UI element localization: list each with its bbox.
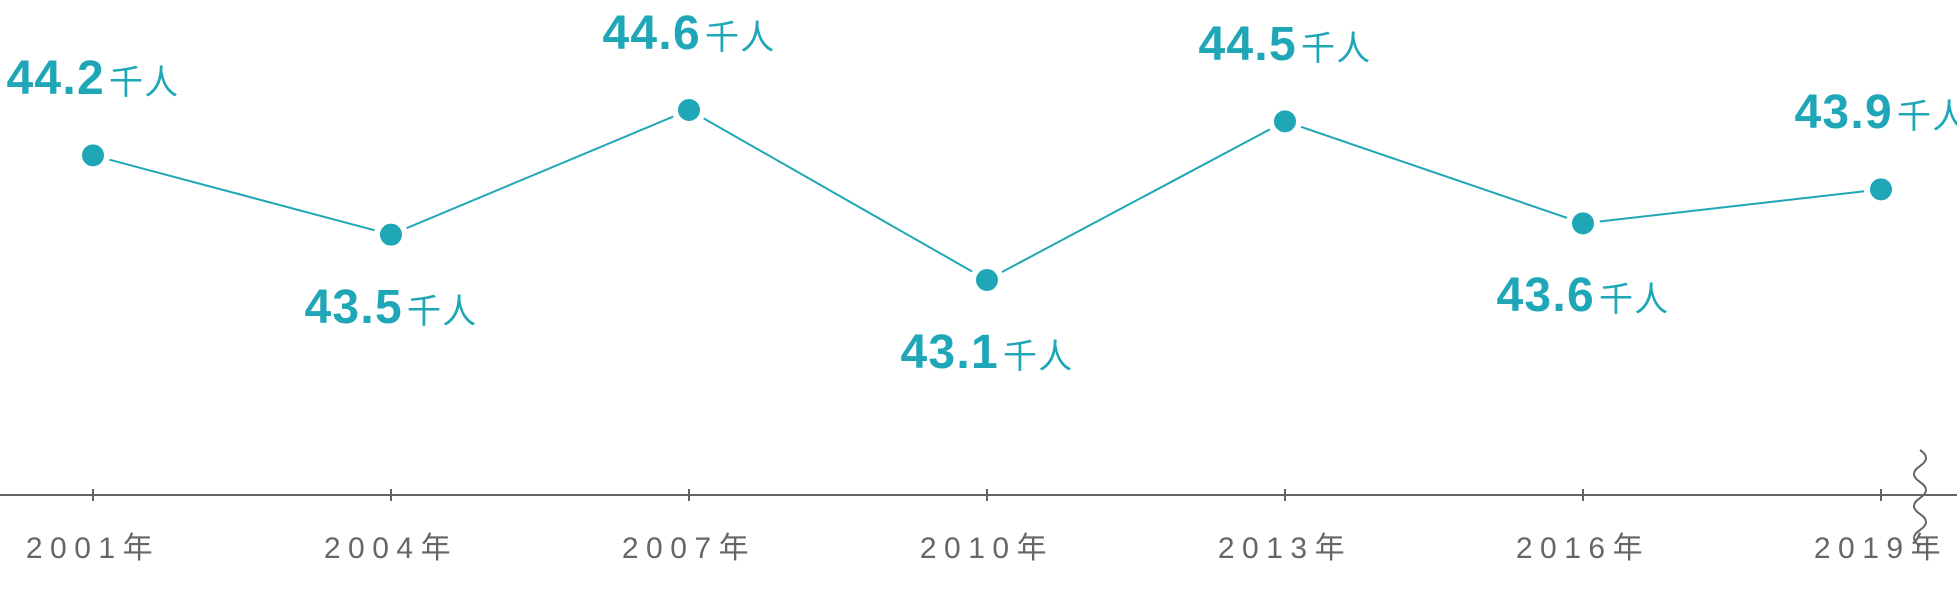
value-number: 43.5 — [304, 281, 403, 334]
value-label: 43.6千人 — [1496, 268, 1669, 323]
value-unit: 千人 — [109, 64, 180, 102]
axis-label: 2016年 — [1516, 523, 1650, 567]
value-number: 43.1 — [900, 326, 999, 379]
value-label: 44.2千人 — [6, 51, 179, 106]
value-unit: 千人 — [1897, 98, 1957, 136]
value-number: 44.5 — [1198, 18, 1297, 71]
value-label: 43.1千人 — [900, 325, 1073, 380]
value-unit: 千人 — [1003, 338, 1074, 376]
value-number: 44.2 — [6, 52, 105, 105]
population-line-chart: 2001年44.2千人2004年43.5千人2007年44.6千人2010年43… — [0, 0, 1957, 593]
value-number: 43.9 — [1794, 86, 1893, 139]
value-label: 43.9千人 — [1794, 85, 1957, 140]
value-label: 44.5千人 — [1198, 17, 1371, 72]
axis-label: 2004年 — [324, 523, 458, 567]
axis-label: 2013年 — [1218, 523, 1352, 567]
value-unit: 千人 — [705, 19, 776, 57]
axis-label: 2010年 — [920, 523, 1054, 567]
value-unit: 千人 — [407, 293, 478, 331]
axis-label: 2007年 — [622, 523, 756, 567]
value-unit: 千人 — [1599, 281, 1670, 319]
value-unit: 千人 — [1301, 30, 1372, 68]
value-number: 43.6 — [1496, 269, 1595, 322]
axis-label: 2019年 — [1814, 523, 1948, 567]
value-number: 44.6 — [602, 7, 701, 60]
value-label: 43.5千人 — [304, 280, 477, 335]
axis-label: 2001年 — [26, 523, 160, 567]
value-label: 44.6千人 — [602, 6, 775, 61]
